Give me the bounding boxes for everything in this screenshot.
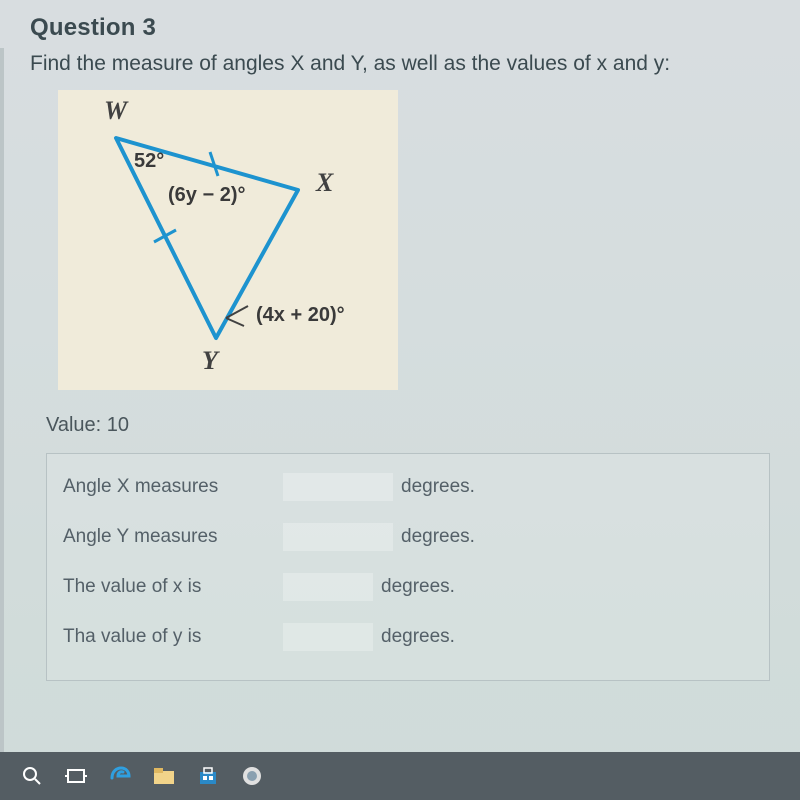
answer-input-angle-y[interactable] [283, 523, 393, 551]
vertex-x-label: X [316, 168, 333, 198]
answer-input-value-y[interactable] [283, 623, 373, 651]
app-icon[interactable] [230, 752, 274, 800]
answer-unit: degrees. [381, 576, 455, 598]
value-line: Value: 10 [46, 414, 786, 437]
answer-row-value-x: The value of x is degrees. [63, 572, 753, 602]
answer-label: Angle X measures [63, 476, 283, 498]
angle-x-expression: (6y − 2)° [168, 184, 245, 207]
task-view-icon[interactable] [54, 752, 98, 800]
store-icon[interactable] [186, 752, 230, 800]
answers-panel: Angle X measures degrees. Angle Y measur… [46, 453, 770, 681]
answer-label: Tha value of y is [63, 626, 283, 648]
answer-label: Angle Y measures [63, 526, 283, 548]
file-explorer-icon[interactable] [142, 752, 186, 800]
search-icon[interactable] [10, 752, 54, 800]
question-prompt: Find the measure of angles X and Y, as w… [30, 52, 786, 76]
answer-label: The value of x is [63, 576, 283, 598]
answer-input-value-x[interactable] [283, 573, 373, 601]
answer-unit: degrees. [381, 626, 455, 648]
answer-unit: degrees. [401, 476, 475, 498]
answer-row-angle-x: Angle X measures degrees. [63, 472, 753, 502]
angle-w-label: 52° [134, 150, 164, 173]
answer-row-value-y: Tha value of y is degrees. [63, 622, 753, 652]
vertex-y-label: Y [202, 346, 218, 376]
answer-row-angle-y: Angle Y measures degrees. [63, 522, 753, 552]
answer-input-angle-x[interactable] [283, 473, 393, 501]
triangle-svg [58, 90, 398, 390]
taskbar [0, 752, 800, 800]
angle-y-expression: (4x + 20)° [256, 304, 345, 327]
question-header: Question 3 [30, 14, 786, 42]
triangle-figure: W X Y 52° (6y − 2)° (4x + 20)° [58, 90, 398, 390]
edge-icon[interactable] [98, 752, 142, 800]
answer-unit: degrees. [401, 526, 475, 548]
vertex-w-label: W [104, 96, 127, 126]
